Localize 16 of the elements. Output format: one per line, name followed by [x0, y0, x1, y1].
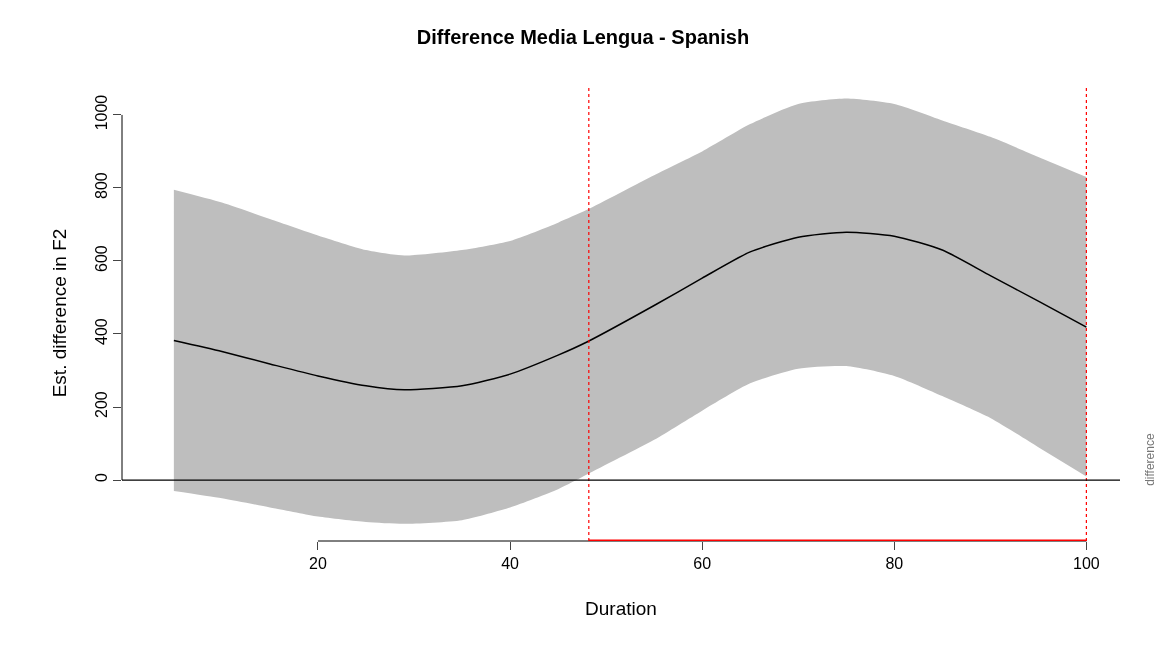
x-axis-title: Duration — [585, 598, 657, 619]
x-tick-label: 80 — [885, 555, 904, 573]
line-series — [173, 231, 1088, 391]
y-tick-label: 400 — [92, 318, 110, 345]
x-tick-label: 60 — [693, 555, 712, 573]
y-tick-label: 800 — [92, 172, 110, 199]
text: difference — [1143, 433, 1158, 486]
y-axis-title: Est. difference in F2 — [49, 228, 71, 398]
y-tick-label: 600 — [92, 245, 110, 272]
chart-title: Difference Media Lengua - Spanish — [416, 25, 750, 48]
x-tick-label: 40 — [501, 555, 520, 573]
y-tick-label: 200 — [92, 391, 110, 418]
x-tick-label: 20 — [309, 555, 327, 573]
y-tick-label: 0 — [92, 473, 110, 483]
x-tick-label: 100 — [1073, 555, 1100, 573]
y-tick-label: 1000 — [92, 94, 110, 131]
